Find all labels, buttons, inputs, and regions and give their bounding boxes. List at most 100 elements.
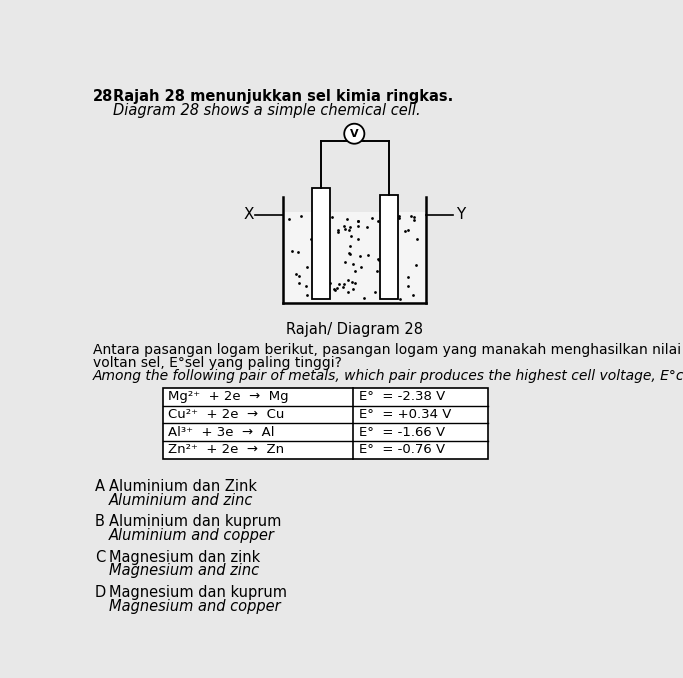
Point bbox=[352, 216, 363, 227]
Text: Aluminium dan Zink: Aluminium dan Zink bbox=[109, 479, 257, 494]
Point bbox=[354, 250, 365, 261]
Point bbox=[344, 241, 355, 252]
Point bbox=[372, 266, 382, 277]
Point bbox=[352, 216, 363, 226]
Bar bbox=[311, 188, 331, 298]
Point bbox=[305, 233, 316, 244]
Text: Mg²⁺  + 2e  →  Mg: Mg²⁺ + 2e → Mg bbox=[167, 390, 288, 403]
Point bbox=[302, 262, 313, 273]
Text: X: X bbox=[243, 207, 253, 222]
Point bbox=[348, 283, 359, 294]
Bar bbox=[380, 195, 398, 298]
Point bbox=[338, 220, 349, 231]
Point bbox=[338, 281, 349, 292]
Point bbox=[296, 211, 307, 222]
Point bbox=[343, 224, 354, 235]
Text: Magnesium dan kuprum: Magnesium dan kuprum bbox=[109, 585, 287, 600]
Point bbox=[367, 213, 378, 224]
Point bbox=[406, 211, 417, 222]
Text: Magnesium dan zink: Magnesium dan zink bbox=[109, 550, 260, 565]
Point bbox=[345, 221, 356, 232]
Point bbox=[408, 290, 419, 300]
Point bbox=[292, 246, 303, 257]
Point bbox=[393, 213, 404, 224]
Point bbox=[349, 266, 360, 277]
Point bbox=[329, 284, 339, 295]
Point bbox=[363, 249, 374, 260]
Circle shape bbox=[344, 123, 364, 144]
Point bbox=[333, 224, 344, 235]
Point bbox=[339, 256, 350, 267]
Text: Zn²⁺  + 2e  →  Zn: Zn²⁺ + 2e → Zn bbox=[167, 443, 283, 456]
Text: C: C bbox=[95, 550, 105, 565]
Point bbox=[373, 254, 384, 265]
Point bbox=[350, 277, 361, 288]
Point bbox=[341, 214, 352, 224]
Point bbox=[342, 287, 353, 298]
Text: Al³⁺  + 3e  →  Al: Al³⁺ + 3e → Al bbox=[167, 426, 274, 439]
Text: Rajah 28 menunjukkan sel kimia ringkas.: Rajah 28 menunjukkan sel kimia ringkas. bbox=[113, 89, 454, 104]
Text: Aluminium and copper: Aluminium and copper bbox=[109, 528, 275, 543]
Point bbox=[346, 276, 357, 287]
Point bbox=[294, 278, 305, 289]
Text: Rajah/ Diagram 28: Rajah/ Diagram 28 bbox=[286, 321, 423, 336]
Text: E°  = -0.76 V: E° = -0.76 V bbox=[359, 443, 445, 456]
Text: D: D bbox=[95, 585, 106, 600]
Point bbox=[395, 294, 406, 305]
Point bbox=[356, 262, 367, 273]
Point bbox=[402, 224, 413, 235]
Point bbox=[344, 247, 354, 258]
Text: Magnesium and zinc: Magnesium and zinc bbox=[109, 563, 259, 578]
Point bbox=[394, 211, 405, 222]
Point bbox=[359, 292, 370, 303]
Point bbox=[370, 287, 380, 298]
Point bbox=[333, 279, 344, 290]
Point bbox=[291, 269, 302, 280]
Point bbox=[372, 254, 383, 265]
Point bbox=[412, 233, 423, 244]
Text: voltan sel, E°sel yang paling tinggi?: voltan sel, E°sel yang paling tinggi? bbox=[93, 356, 342, 370]
Text: E°  = -1.66 V: E° = -1.66 V bbox=[359, 426, 445, 439]
Text: 28: 28 bbox=[93, 89, 113, 104]
Point bbox=[343, 275, 354, 285]
Point bbox=[330, 284, 341, 295]
Bar bbox=[163, 388, 488, 458]
Point bbox=[284, 214, 295, 224]
Text: Y: Y bbox=[456, 207, 465, 222]
Text: Aluminium dan kuprum: Aluminium dan kuprum bbox=[109, 514, 281, 529]
Text: A: A bbox=[95, 479, 104, 494]
Point bbox=[408, 215, 419, 226]
Point bbox=[352, 221, 363, 232]
Text: E°  = +0.34 V: E° = +0.34 V bbox=[359, 408, 451, 421]
Point bbox=[332, 283, 343, 294]
Text: Among the following pair of metals, which pair produces the highest cell voltage: Among the following pair of metals, whic… bbox=[93, 370, 683, 383]
Text: Aluminium and zinc: Aluminium and zinc bbox=[109, 492, 253, 508]
Text: Diagram 28 shows a simple chemical cell.: Diagram 28 shows a simple chemical cell. bbox=[113, 103, 421, 118]
Point bbox=[410, 260, 421, 271]
Point bbox=[403, 280, 414, 291]
Point bbox=[403, 272, 414, 283]
Point bbox=[409, 212, 420, 223]
Point bbox=[344, 249, 355, 260]
Point bbox=[400, 225, 411, 236]
Point bbox=[339, 224, 350, 235]
Text: Magnesium and copper: Magnesium and copper bbox=[109, 599, 280, 614]
Text: Antara pasangan logam berikut, pasangan logam yang manakah menghasilkan nilai: Antara pasangan logam berikut, pasangan … bbox=[93, 343, 681, 357]
Point bbox=[348, 258, 359, 269]
Bar bbox=[285, 212, 425, 302]
Text: E°  = -2.38 V: E° = -2.38 V bbox=[359, 390, 445, 403]
Point bbox=[352, 234, 363, 245]
Point bbox=[361, 221, 372, 232]
Text: V: V bbox=[350, 129, 359, 140]
Point bbox=[332, 226, 343, 237]
Point bbox=[373, 216, 384, 226]
Point bbox=[338, 279, 349, 290]
Point bbox=[287, 245, 298, 256]
Point bbox=[325, 277, 336, 288]
Text: B: B bbox=[95, 514, 104, 529]
Point bbox=[293, 271, 304, 281]
Text: Cu²⁺  + 2e  →  Cu: Cu²⁺ + 2e → Cu bbox=[167, 408, 284, 421]
Point bbox=[301, 290, 312, 300]
Point bbox=[326, 212, 337, 223]
Point bbox=[301, 280, 312, 291]
